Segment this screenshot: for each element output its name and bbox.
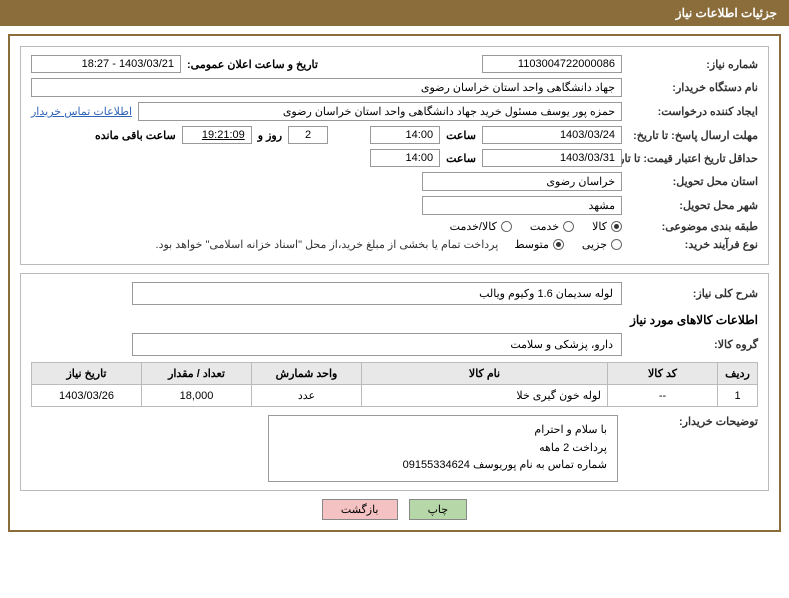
announce-label: تاریخ و ساعت اعلان عمومی:	[187, 58, 318, 71]
deadline-label: مهلت ارسال پاسخ: تا تاریخ:	[628, 129, 758, 142]
radio-both[interactable]	[501, 221, 512, 232]
radio-service-label: خدمت	[530, 220, 559, 233]
buyer-desc-label: توضیحات خریدار:	[628, 415, 758, 428]
col-name: نام کالا	[362, 363, 608, 385]
deadline-remaining-label: ساعت باقی مانده	[95, 129, 176, 142]
buyer-desc-line-3: شماره تماس به نام پوریوسف 09155334624	[279, 457, 607, 475]
deadline-days: 2	[288, 126, 328, 144]
deadline-days-label: روز و	[258, 129, 282, 142]
deadline-time-label: ساعت	[446, 129, 476, 142]
radio-minor[interactable]	[611, 239, 622, 250]
radio-both-label: کالا/خدمت	[450, 220, 497, 233]
cell-date: 1403/03/26	[32, 385, 142, 407]
buyer-org-value: جهاد دانشگاهی واحد استان خراسان رضوی	[31, 78, 622, 97]
cell-unit: عدد	[252, 385, 362, 407]
buyer-org-label: نام دستگاه خریدار:	[628, 81, 758, 94]
table-row: 1 -- لوله خون گیری خلا عدد 18,000 1403/0…	[32, 385, 758, 407]
radio-medium[interactable]	[553, 239, 564, 250]
validity-time-label: ساعت	[446, 152, 476, 165]
cell-name: لوله خون گیری خلا	[362, 385, 608, 407]
announce-value: 1403/03/21 - 18:27	[31, 55, 181, 73]
col-date: تاریخ نیاز	[32, 363, 142, 385]
radio-medium-label: متوسط	[514, 238, 549, 251]
cell-code: --	[608, 385, 718, 407]
overall-desc-value: لوله سدیمان 1.6 وکیوم ویالب	[132, 282, 622, 305]
category-radios: کالا خدمت کالا/خدمت	[450, 220, 622, 233]
radio-goods[interactable]	[611, 221, 622, 232]
items-title: اطلاعات کالاهای مورد نیاز	[31, 313, 758, 327]
cell-row: 1	[718, 385, 758, 407]
validity-date: 1403/03/31	[482, 149, 622, 167]
main-frame: شماره نیاز: 1103004722000086 تاریخ و ساع…	[8, 34, 781, 532]
process-label: نوع فرآیند خرید:	[628, 238, 758, 251]
items-table: ردیف کد کالا نام کالا واحد شمارش تعداد /…	[31, 362, 758, 407]
col-code: کد کالا	[608, 363, 718, 385]
requester-value: حمزه پور یوسف مسئول خرید جهاد دانشگاهی و…	[138, 102, 622, 121]
button-row: چاپ بازگشت	[20, 499, 769, 520]
radio-service[interactable]	[563, 221, 574, 232]
process-note: پرداخت تمام یا بخشی از مبلغ خرید،از محل …	[156, 238, 499, 251]
col-row: ردیف	[718, 363, 758, 385]
contact-link[interactable]: اطلاعات تماس خریدار	[31, 105, 132, 118]
city-value: مشهد	[422, 196, 622, 215]
details-panel: شماره نیاز: 1103004722000086 تاریخ و ساع…	[20, 46, 769, 265]
city-label: شهر محل تحویل:	[628, 199, 758, 212]
buyer-desc-box: با سلام و احترام پرداخت 2 ماهه شماره تما…	[268, 415, 618, 482]
need-no-value: 1103004722000086	[482, 55, 622, 73]
province-value: خراسان رضوی	[422, 172, 622, 191]
radio-goods-label: کالا	[592, 220, 607, 233]
back-button[interactable]: بازگشت	[322, 499, 398, 520]
province-label: استان محل تحویل:	[628, 175, 758, 188]
need-no-label: شماره نیاز:	[628, 58, 758, 71]
requester-label: ایجاد کننده درخواست:	[628, 105, 758, 118]
page-header: جزئیات اطلاعات نیاز	[0, 0, 789, 26]
group-value: دارو، پزشکی و سلامت	[132, 333, 622, 356]
group-label: گروه کالا:	[628, 338, 758, 351]
print-button[interactable]: چاپ	[409, 499, 468, 520]
col-qty: تعداد / مقدار	[142, 363, 252, 385]
radio-minor-label: جزیی	[582, 238, 607, 251]
col-unit: واحد شمارش	[252, 363, 362, 385]
category-label: طبقه بندی موضوعی:	[628, 220, 758, 233]
overall-desc-label: شرح کلی نیاز:	[628, 287, 758, 300]
table-header-row: ردیف کد کالا نام کالا واحد شمارش تعداد /…	[32, 363, 758, 385]
deadline-date: 1403/03/24	[482, 126, 622, 144]
validity-time: 14:00	[370, 149, 440, 167]
buyer-desc-line-2: پرداخت 2 ماهه	[279, 440, 607, 458]
validity-label: حداقل تاریخ اعتبار قیمت: تا تاریخ:	[628, 152, 758, 165]
cell-qty: 18,000	[142, 385, 252, 407]
process-radios: جزیی متوسط	[514, 238, 622, 251]
deadline-remaining: 19:21:09	[182, 126, 252, 144]
description-panel: شرح کلی نیاز: لوله سدیمان 1.6 وکیوم ویال…	[20, 273, 769, 491]
deadline-time: 14:00	[370, 126, 440, 144]
buyer-desc-line-1: با سلام و احترام	[279, 422, 607, 440]
